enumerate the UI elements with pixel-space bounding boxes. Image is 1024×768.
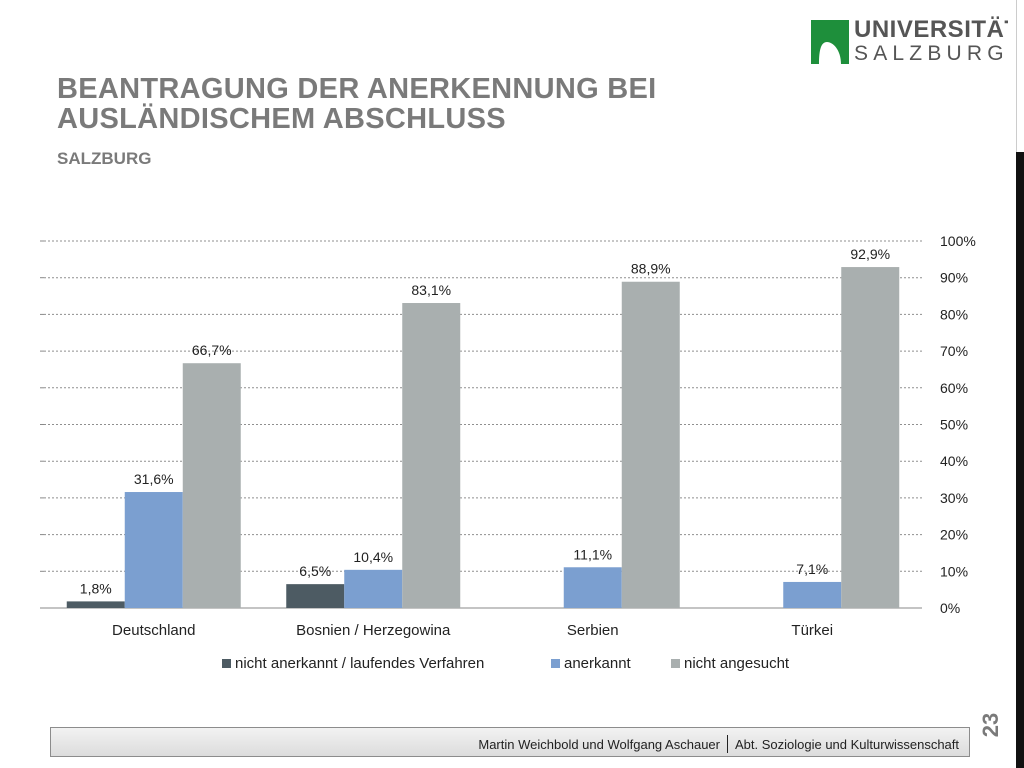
data-label: 11,1%: [573, 546, 612, 562]
y-tick-label: 60%: [940, 380, 968, 396]
y-tick-label: 80%: [940, 306, 968, 322]
y-tick-label: 40%: [940, 453, 968, 469]
logo-emblem-icon: [811, 20, 849, 64]
y-tick-label: 70%: [940, 343, 968, 359]
data-label: 92,9%: [850, 246, 890, 262]
bar: [344, 569, 403, 608]
data-label: 66,7%: [192, 342, 232, 358]
bar: [841, 267, 900, 608]
data-label: 88,9%: [631, 261, 671, 277]
x-category-label: Deutschland: [112, 622, 195, 639]
slide-title: BEANTRAGUNG DER ANERKENNUNG BEI AUSLÄNDI…: [57, 73, 657, 135]
y-tick-label: 90%: [940, 270, 968, 286]
legend-swatch: [671, 659, 680, 668]
slide-subtitle: SALZBURG: [57, 149, 152, 168]
data-label: 7,1%: [796, 561, 828, 577]
x-category-label: Bosnien / Herzegowina: [296, 622, 451, 639]
bar: [124, 492, 183, 608]
bar: [66, 601, 125, 608]
data-label: 6,5%: [299, 563, 331, 579]
logo-line-1: UNIVERSITÄT: [854, 16, 1020, 43]
right-edge-bar: [1008, 0, 1024, 768]
y-tick-label: 100%: [940, 233, 976, 249]
legend-label: nicht anerkannt / laufendes Verfahren: [235, 655, 484, 672]
bar: [563, 567, 622, 608]
legend-swatch: [551, 659, 560, 668]
footer-text: Martin Weichbold und Wolfgang Aschauer Ab…: [478, 735, 959, 753]
university-logo: UNIVERSITÄT SALZBURG: [811, 16, 1019, 66]
y-tick-label: 0%: [940, 600, 960, 616]
legend-label: nicht angesucht: [684, 655, 790, 672]
bar-chart: 0% 10% 20% 30% 40% 50% 60% 70% 80% 90% 100% 1,8% 31,…: [40, 233, 976, 672]
x-category-label: Türkei: [791, 622, 833, 639]
logo-line-2: SALZBURG: [854, 42, 1009, 65]
bar: [286, 584, 345, 608]
bar: [783, 581, 842, 608]
legend-label: anerkannt: [564, 655, 632, 672]
data-label: 1,8%: [80, 580, 112, 596]
bar: [402, 303, 461, 608]
bar: [182, 363, 241, 608]
page-number: 23: [978, 712, 1003, 738]
y-tick-label: 10%: [940, 563, 968, 579]
bar: [621, 281, 680, 608]
footer-authors: Martin Weichbold und Wolfgang Aschauer: [478, 737, 720, 752]
footer-separator: [726, 735, 728, 753]
y-tick-label: 30%: [940, 490, 968, 506]
data-label: 31,6%: [134, 471, 174, 487]
y-tick-label: 20%: [940, 527, 968, 543]
legend-swatch: [222, 659, 231, 668]
data-label: 83,1%: [411, 282, 451, 298]
footer-bar: Martin Weichbold und Wolfgang Aschauer Ab…: [50, 727, 970, 757]
y-tick-label: 50%: [940, 417, 968, 433]
footer-department: Abt. Soziologie und Kulturwissenschaft: [734, 737, 959, 752]
x-category-label: Serbien: [567, 622, 619, 639]
data-label: 10,4%: [353, 549, 393, 565]
